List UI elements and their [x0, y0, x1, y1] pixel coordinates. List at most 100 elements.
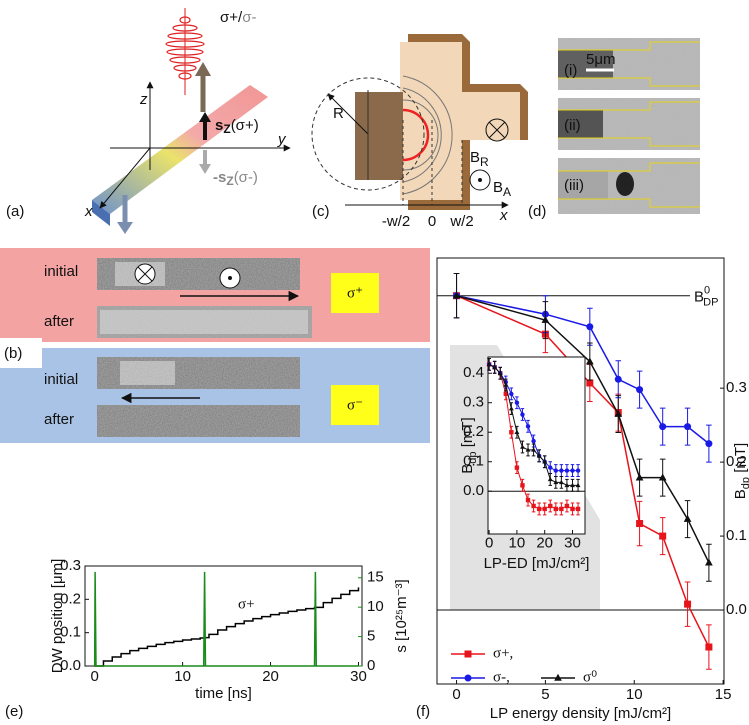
row-label: after: [44, 313, 74, 330]
marker: [542, 507, 546, 511]
marker: [705, 644, 712, 651]
spin-arrow-head: [117, 222, 133, 234]
spin-label: -sZ(σ-): [213, 169, 258, 188]
marker: [509, 392, 513, 396]
panel-label: (c): [312, 203, 330, 220]
label: time [ns]: [195, 685, 252, 702]
subscript: R: [480, 155, 489, 169]
subscript: Z: [223, 122, 230, 136]
panel-label: (e): [5, 703, 23, 720]
legend-label: σ⁰: [583, 669, 597, 685]
marker: [684, 423, 691, 430]
sigma-plus: σ+/: [220, 9, 243, 26]
panel-a: σ+/σ- z y x sZ(σ+) -sZ(σ-) (a): [6, 8, 290, 234]
sigma-minus: σ-: [242, 9, 256, 26]
field-label: BA: [493, 179, 511, 199]
label: DW position [μm]: [49, 559, 66, 674]
symbol: B: [459, 464, 476, 474]
marker: [554, 507, 558, 511]
marker: [554, 468, 558, 472]
polarization: σ+/σ-: [220, 9, 256, 26]
suffix: (σ-): [234, 169, 258, 186]
subscript: dp: [740, 477, 749, 489]
annotation: σ+: [238, 596, 255, 612]
suffix: [mT]: [459, 417, 476, 451]
spin-arrow-head: [199, 164, 211, 174]
radius-label: R: [333, 105, 344, 122]
axis-label: w/2: [449, 213, 473, 230]
x-tick-label: 0: [91, 668, 99, 685]
marker: [531, 504, 535, 508]
x-tick-label: 10: [174, 668, 191, 685]
legend-label: σ-,: [493, 669, 510, 685]
panel-c: R BR BA -w/2 0 w/2 x (c): [312, 34, 528, 230]
marker: [615, 376, 622, 383]
marker: [520, 483, 524, 487]
marker: [659, 533, 666, 540]
x-tick-label: 0: [485, 535, 493, 552]
spin-arrow-head: [195, 62, 211, 76]
field-label: BR: [470, 149, 489, 169]
x-tick-label: 30: [564, 535, 581, 552]
panel-label: (f): [416, 703, 430, 720]
marker: [537, 507, 541, 511]
marker: [465, 675, 472, 682]
legend-label: σ+,: [493, 645, 513, 661]
spin-label: sZ(σ+): [215, 117, 259, 136]
marker: [526, 498, 530, 502]
figure: σ+/σ- z y x sZ(σ+) -sZ(σ-) (a) R BR BA -…: [0, 0, 749, 725]
marker: [515, 465, 519, 469]
plot-frame: [85, 566, 362, 666]
panel-b: initial after initial after σ⁺ σ⁻ (b): [0, 248, 430, 443]
bright-domain: [100, 310, 308, 334]
field-out-dot: [228, 276, 232, 280]
y2-tick-label: 10: [367, 598, 384, 615]
superscript: 0: [704, 285, 710, 297]
subscript: Z: [226, 174, 233, 188]
y-tick-label: 0.4: [463, 364, 484, 381]
helicity-label: σ⁻: [347, 397, 363, 413]
marker: [570, 468, 574, 472]
brown-region: [355, 92, 403, 180]
label: Bdp [mT]: [732, 443, 749, 499]
y2-tick-label: 15: [367, 569, 384, 586]
marker: [548, 504, 552, 508]
symbol: -s: [213, 169, 226, 186]
axis-label: x: [84, 203, 93, 220]
symbol: B: [493, 179, 503, 196]
scale-bar-label: 5μm: [586, 51, 615, 68]
y-tick-label: 0.3: [463, 394, 484, 411]
field-out-dot: [478, 178, 482, 182]
marker: [659, 423, 666, 430]
marker: [576, 507, 580, 511]
marker: [705, 440, 712, 447]
image-label: (iii): [564, 177, 584, 194]
subscript: DP: [703, 297, 718, 309]
marker: [705, 559, 713, 566]
marker: [636, 386, 643, 393]
marker: [548, 465, 552, 469]
y-tick-label: 0.0: [726, 601, 747, 618]
row-label: initial: [44, 263, 78, 280]
x-tick-label: 20: [262, 668, 279, 685]
x-tick-label: 5: [541, 686, 549, 703]
row-label: after: [44, 411, 74, 428]
row-label: initial: [44, 371, 78, 388]
image-label: (ii): [564, 117, 581, 134]
y-tick-label: 0.0: [463, 482, 484, 499]
symbol: B: [470, 149, 480, 166]
y2-tick-label: 0: [367, 657, 375, 674]
marker: [586, 379, 593, 386]
marker: [559, 507, 563, 511]
marker: [570, 507, 574, 511]
x-tick-label: 15: [715, 686, 732, 703]
marker: [465, 651, 472, 658]
x-tick-label: 20: [536, 535, 553, 552]
marker: [565, 468, 569, 472]
subscript: A: [503, 185, 511, 199]
marker: [576, 468, 580, 472]
series-line: [95, 587, 359, 666]
image-label: (i): [564, 62, 577, 79]
label: LP energy density [mJ/cm²]: [490, 705, 671, 722]
subscript: dp: [467, 451, 479, 463]
